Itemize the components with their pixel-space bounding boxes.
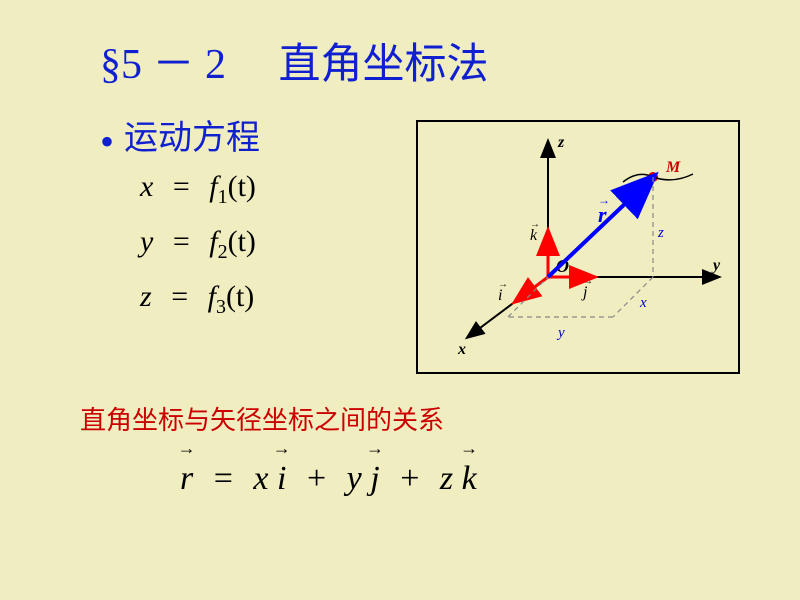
- coordinate-diagram: z y x O j → k → i → M r →: [416, 120, 740, 374]
- bullet-heading: • 运动方程: [100, 110, 260, 165]
- proj-x-label: x: [639, 295, 647, 311]
- eq3-arg: (t): [226, 280, 254, 313]
- eq1-sub: 1: [218, 186, 228, 208]
- m-label: M: [665, 159, 681, 176]
- unit-i: [516, 277, 548, 301]
- eq2-sub: 2: [218, 241, 228, 263]
- eq-x: x = f1(t): [140, 160, 256, 215]
- r-arrow-icon: →: [598, 193, 610, 207]
- eq3-f: f: [208, 280, 216, 313]
- proj-z-label: z: [657, 225, 664, 241]
- y-axis-label: y: [711, 257, 721, 274]
- eq2-arg: (t): [228, 225, 256, 258]
- eq2-lhs: y: [140, 225, 153, 258]
- coef-y: y: [347, 460, 362, 497]
- eq-equals: =: [214, 460, 233, 497]
- vec-j: j: [370, 460, 379, 498]
- eq3-sub: 3: [216, 296, 226, 318]
- vec-r: r: [180, 460, 193, 498]
- eq2-f: f: [209, 225, 217, 258]
- bullet-text: 运动方程: [124, 120, 260, 157]
- k-arrow-icon: →: [530, 219, 540, 230]
- coef-z: z: [440, 460, 453, 497]
- coef-x: x: [253, 460, 268, 497]
- bullet-icon: •: [100, 119, 114, 164]
- vec-k: k: [462, 460, 477, 498]
- proj-y-line2: [508, 277, 548, 317]
- eq1-lhs: x: [140, 170, 153, 203]
- relation-heading: 直角坐标与矢径坐标之间的关系: [80, 400, 444, 437]
- j-arrow-icon: →: [583, 276, 593, 287]
- slide-title: §5 － 2 直角坐标法: [100, 30, 489, 91]
- proj-y-label: y: [556, 325, 565, 341]
- eq-z: z = f3(t): [140, 270, 256, 325]
- eq-y: y = f2(t): [140, 215, 256, 270]
- eq1-equals: =: [173, 170, 190, 203]
- eq1-f: f: [209, 170, 217, 203]
- plus2: +: [400, 460, 419, 497]
- i-arrow-icon: →: [498, 279, 508, 290]
- proj-x-line: [613, 277, 653, 317]
- eq1-arg: (t): [228, 170, 256, 203]
- diagram-svg: z y x O j → k → i → M r →: [418, 122, 738, 372]
- eq3-equals: =: [171, 280, 188, 313]
- eq2-equals: =: [173, 225, 190, 258]
- motion-equations: x = f1(t) y = f2(t) z = f3(t): [140, 160, 256, 325]
- vec-i: i: [277, 460, 286, 498]
- vector-equation: r = x i + y j + z k: [180, 460, 477, 498]
- x-axis-label: x: [457, 341, 466, 358]
- plus1: +: [307, 460, 326, 497]
- z-axis-label: z: [557, 134, 565, 151]
- eq3-lhs: z: [140, 280, 152, 313]
